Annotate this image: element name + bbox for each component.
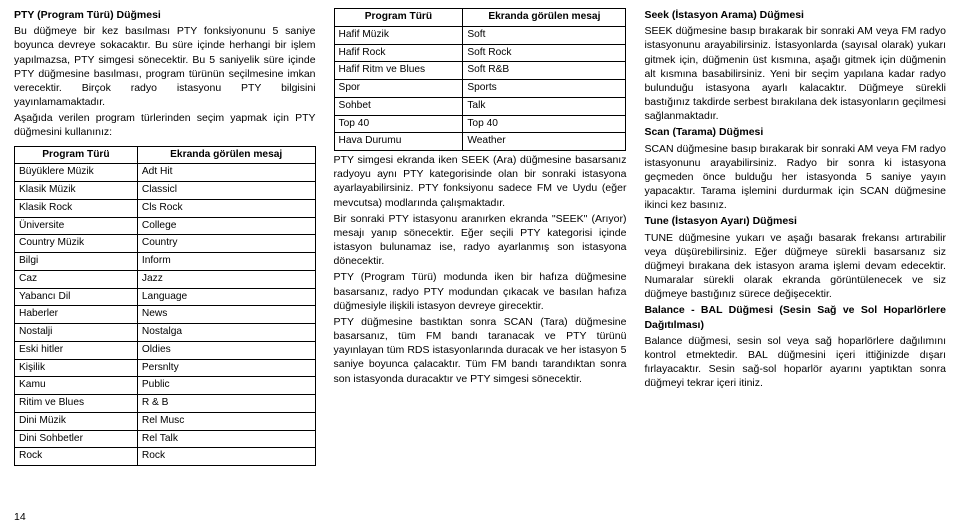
table-cell: Sohbet: [334, 97, 463, 115]
table-cell: Büyüklere Müzik: [15, 164, 138, 182]
table-row: Hafif RockSoft Rock: [334, 44, 626, 62]
col2-para-3: PTY (Program Türü) modunda iken bir hafı…: [334, 270, 627, 313]
table-row: NostaljiNostalga: [15, 324, 316, 342]
table-cell: Oldies: [137, 341, 315, 359]
table-cell: College: [137, 217, 315, 235]
table-cell: Classicl: [137, 182, 315, 200]
table-cell: Ritim ve Blues: [15, 395, 138, 413]
col2-para-1: PTY simgesi ekranda iken SEEK (Ara) düğm…: [334, 153, 627, 210]
page-number: 14: [14, 510, 26, 524]
table-header: Program Türü: [15, 146, 138, 164]
table-cell: Spor: [334, 80, 463, 98]
table-cell: Hava Durumu: [334, 133, 463, 151]
balance-para: Balance düğmesi, sesin sol veya sağ hopa…: [644, 334, 946, 391]
table-row: BilgiInform: [15, 253, 316, 271]
table-cell: Dini Sohbetler: [15, 430, 138, 448]
col2-para-4: PTY düğmesine bastıktan sonra SCAN (Tara…: [334, 315, 627, 386]
table-cell: Kamu: [15, 377, 138, 395]
table-cell: R & B: [137, 395, 315, 413]
scan-para: SCAN düğmesine basıp bırakarak bir sonra…: [644, 142, 946, 213]
table-cell: Eski hitler: [15, 341, 138, 359]
pty-title: PTY (Program Türü) Düğmesi: [14, 8, 316, 22]
col2-para-2: Bir sonraki PTY istasyonu aranırken ekra…: [334, 212, 627, 269]
table-cell: Hafif Ritm ve Blues: [334, 62, 463, 80]
table-row: Büyüklere MüzikAdt Hit: [15, 164, 316, 182]
table-cell: Jazz: [137, 270, 315, 288]
column-1: PTY (Program Türü) Düğmesi Bu düğmeye bi…: [14, 8, 316, 522]
table-row: RockRock: [15, 448, 316, 466]
table-row: Hava DurumuWeather: [334, 133, 626, 151]
table-cell: Nostalji: [15, 324, 138, 342]
table-row: SohbetTalk: [334, 97, 626, 115]
scan-title: Scan (Tarama) Düğmesi: [644, 125, 946, 139]
table-cell: Klasik Rock: [15, 199, 138, 217]
table-cell: Country: [137, 235, 315, 253]
table-row: Hafif Ritm ve BluesSoft R&B: [334, 62, 626, 80]
table-header: Ekranda görülen mesaj: [137, 146, 315, 164]
table-row: HaberlerNews: [15, 306, 316, 324]
column-2: Program TürüEkranda görülen mesaj Hafif …: [334, 8, 627, 522]
table-cell: Rock: [15, 448, 138, 466]
table-row: Country MüzikCountry: [15, 235, 316, 253]
table-cell: Hafif Müzik: [334, 26, 463, 44]
table-row: KamuPublic: [15, 377, 316, 395]
table-cell: Language: [137, 288, 315, 306]
table-cell: Soft: [463, 26, 626, 44]
table-cell: Soft Rock: [463, 44, 626, 62]
balance-title: Balance - BAL Düğmesi (Sesin Sağ ve Sol …: [644, 303, 946, 331]
table-cell: Soft R&B: [463, 62, 626, 80]
table-cell: Country Müzik: [15, 235, 138, 253]
table-cell: Hafif Rock: [334, 44, 463, 62]
table-row: CazJazz: [15, 270, 316, 288]
table-row: Ritim ve BluesR & B: [15, 395, 316, 413]
table-cell: Yabancı Dil: [15, 288, 138, 306]
table-row: Klasik RockCls Rock: [15, 199, 316, 217]
table-cell: Inform: [137, 253, 315, 271]
table-row: ÜniversiteCollege: [15, 217, 316, 235]
table-cell: Adt Hit: [137, 164, 315, 182]
pty-table-2: Program TürüEkranda görülen mesaj Hafif …: [334, 8, 627, 151]
table-cell: Weather: [463, 133, 626, 151]
table-row: Hafif MüzikSoft: [334, 26, 626, 44]
table-cell: Kişilik: [15, 359, 138, 377]
table-header: Program Türü: [334, 9, 463, 27]
table-cell: Dini Müzik: [15, 412, 138, 430]
table-cell: Bilgi: [15, 253, 138, 271]
table-cell: Top 40: [463, 115, 626, 133]
table-cell: Rock: [137, 448, 315, 466]
column-3: Seek (İstasyon Arama) Düğmesi SEEK düğme…: [644, 8, 946, 522]
table-cell: Nostalga: [137, 324, 315, 342]
table-cell: Klasik Müzik: [15, 182, 138, 200]
table-row: Klasik MüzikClassicl: [15, 182, 316, 200]
table-cell: Top 40: [334, 115, 463, 133]
table-row: Dini MüzikRel Musc: [15, 412, 316, 430]
table-cell: Public: [137, 377, 315, 395]
table-cell: Talk: [463, 97, 626, 115]
table-cell: Cls Rock: [137, 199, 315, 217]
table-row: Eski hitlerOldies: [15, 341, 316, 359]
table-row: Dini SohbetlerRel Talk: [15, 430, 316, 448]
table-cell: Caz: [15, 270, 138, 288]
table-cell: Üniversite: [15, 217, 138, 235]
seek-title: Seek (İstasyon Arama) Düğmesi: [644, 8, 946, 22]
table-cell: Persnlty: [137, 359, 315, 377]
tune-title: Tune (İstasyon Ayarı) Düğmesi: [644, 214, 946, 228]
table-row: Yabancı DilLanguage: [15, 288, 316, 306]
table-row: KişilikPersnlty: [15, 359, 316, 377]
table-cell: Rel Talk: [137, 430, 315, 448]
seek-para: SEEK düğmesine basıp bırakarak bir sonra…: [644, 24, 946, 123]
table-row: Top 40Top 40: [334, 115, 626, 133]
table-row: SporSports: [334, 80, 626, 98]
table-cell: Haberler: [15, 306, 138, 324]
table-cell: Sports: [463, 80, 626, 98]
pty-para-2: Aşağıda verilen program türlerinden seçi…: [14, 111, 316, 139]
tune-para: TUNE düğmesine yukarı ve aşağı basarak f…: [644, 231, 946, 302]
pty-para-1: Bu düğmeye bir kez basılması PTY fonksiy…: [14, 24, 316, 109]
table-cell: Rel Musc: [137, 412, 315, 430]
pty-table-1: Program TürüEkranda görülen mesaj Büyükl…: [14, 146, 316, 467]
table-cell: News: [137, 306, 315, 324]
table-header: Ekranda görülen mesaj: [463, 9, 626, 27]
